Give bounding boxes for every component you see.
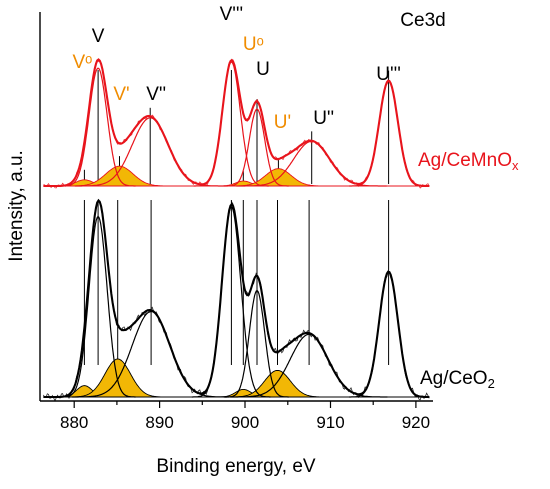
component-curve-ag-ceo2-v [60,215,136,398]
peak-label-u: U [256,59,270,80]
peak-labels: VᵒV V' V'' V''' Uᵒ U U' U'' U''' [72,4,400,133]
series-label-ag-ceo2-sub: 2 [488,376,495,391]
envelope-ag-ceo2 [43,198,430,399]
peak-label-v: V [92,26,105,47]
series-label-ag-cemnox-main: Ag/CeMnO [418,150,512,171]
component-curve-ag-ceo2-u [224,289,289,398]
peak-label-v1p: V' [113,84,129,105]
peak-label-v0: Vᵒ [72,52,92,73]
x-tick-label-890: 890 [145,413,173,432]
x-ticks: 880 890 900 910 920 [60,401,430,432]
plot-area [43,58,430,402]
peak-label-v2p: V'' [146,84,166,105]
x-axis-title: Binding energy, eV [156,456,315,477]
x-tick-label-920: 920 [402,413,430,432]
peak-label-u1p: U' [274,112,291,133]
satellite-fill-ag-ceo2-u1p [226,369,329,398]
x-tick-label-910: 910 [316,413,344,432]
envelope-ag-cemnox [43,58,430,188]
series-label-ag-ceo2-main: Ag/CeO [420,368,488,389]
y-axis-title: Intensity, a.u. [6,150,27,262]
peak-label-u2p: U'' [313,108,334,129]
component-curve-ag-ceo2-v3p [191,206,271,398]
component-curve-ag-cemnox-v [60,67,136,187]
x-tick-label-880: 880 [60,413,88,432]
series-label-ag-cemnox-sub: x [512,158,519,173]
peak-label-u3p: U''' [376,64,401,85]
series-label-ag-ceo2: Ag/CeO2 [420,368,495,391]
panel-label: Ce3d [400,10,445,31]
component-curve-ag-cemnox-u [224,108,289,187]
x-tick-label-900: 900 [231,413,259,432]
peak-label-u0: Uᵒ [243,34,264,55]
peak-label-v3p: V''' [220,4,244,25]
series-label-ag-cemnox: Ag/CeMnOx [418,150,519,173]
